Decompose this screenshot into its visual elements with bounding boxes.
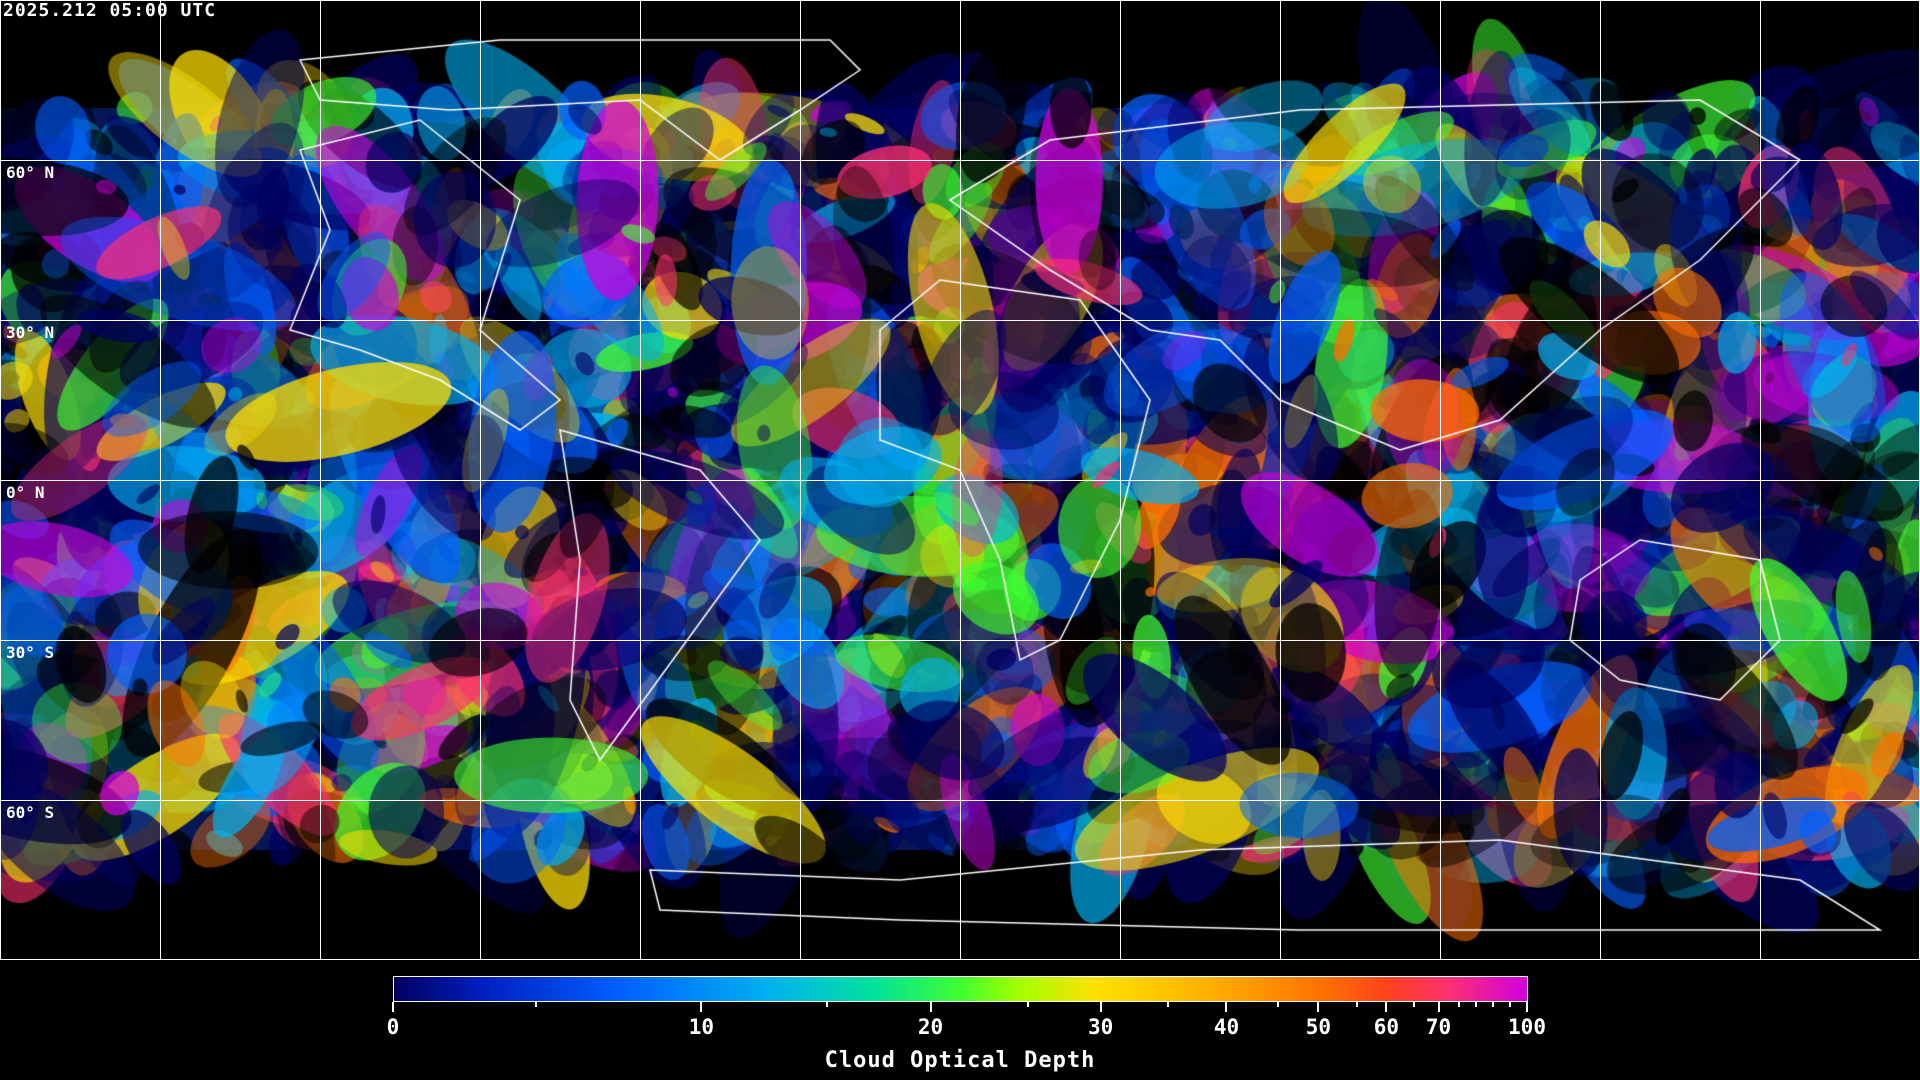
colorbar-tick-label: 30 (1087, 1015, 1114, 1039)
colorbar-tick-label: 60 (1373, 1015, 1400, 1039)
lat-label-30s: 30° S (6, 643, 55, 662)
colorbar-minor-tick (1457, 1002, 1460, 1007)
colorbar-major-tick (1225, 1002, 1228, 1012)
latitude-gridline (0, 320, 1920, 321)
colorbar-major-tick (929, 1002, 932, 1012)
colorbar-minor-tick (534, 1002, 537, 1007)
timestamp: 2025.212 05:00 UTC (3, 0, 217, 21)
colorbar-title: Cloud Optical Depth (824, 1048, 1096, 1073)
colorbar-minor-tick (1166, 1002, 1169, 1007)
colorbar-tick-label: 100 (1508, 1015, 1546, 1039)
colorbar-minor-tick (1027, 1002, 1030, 1007)
colorbar-minor-tick (1491, 1002, 1494, 1007)
colorbar-major-tick (1526, 1002, 1528, 1012)
colorbar-major-tick (1437, 1002, 1440, 1012)
colorbar-minor-tick (826, 1002, 829, 1007)
colorbar-minor-tick (1355, 1002, 1358, 1007)
colorbar-tick-label: 50 (1305, 1015, 1331, 1039)
colorbar-minor-tick (1474, 1002, 1477, 1007)
lat-label-60n: 60° N (6, 163, 55, 182)
colorbar-tick-label: 20 (917, 1015, 944, 1039)
latitude-gridline (0, 480, 1920, 481)
colorbar-tick-label: 70 (1425, 1015, 1452, 1039)
colorbar-major-tick (1317, 1002, 1320, 1012)
colorbar-major-tick (392, 1002, 394, 1012)
latitude-gridline (0, 800, 1920, 801)
colorbar-tick-label: 40 (1213, 1015, 1240, 1039)
colorbar-major-tick (1099, 1002, 1102, 1012)
colorbar-tick-label: 0 (386, 1015, 400, 1039)
colorbar (393, 976, 1528, 1002)
colorbar-minor-tick (1508, 1002, 1511, 1007)
colorbar-minor-tick (1276, 1002, 1279, 1007)
colorbar-major-tick (1385, 1002, 1388, 1012)
latitude-gridline (0, 640, 1920, 641)
lat-label-60s: 60° S (6, 803, 55, 822)
colorbar-major-tick (700, 1002, 703, 1012)
colorbar-tick-label: 10 (688, 1015, 715, 1039)
cloud-optical-depth-map: 2025.212 05:00 UTC 60° N 30° N 0° N 30° … (0, 0, 1920, 960)
colorbar-minor-tick (1412, 1002, 1415, 1007)
lat-label-30n: 30° N (6, 323, 55, 342)
latitude-gridline (0, 160, 1920, 161)
lat-label-0n: 0° N (6, 483, 45, 502)
